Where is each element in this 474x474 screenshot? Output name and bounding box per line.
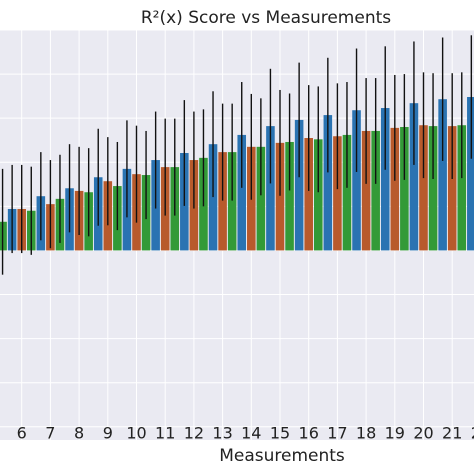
bar: [208, 144, 218, 251]
x-tick-label: 14: [241, 424, 261, 443]
bar: [333, 136, 342, 251]
bar: [438, 99, 447, 251]
bar: [323, 115, 333, 251]
bar: [352, 110, 361, 251]
x-axis-label: Measurements: [219, 446, 345, 466]
bar: [467, 97, 474, 251]
bar: [409, 103, 419, 251]
bar: [227, 152, 237, 251]
x-tick-label: 15: [270, 424, 290, 443]
x-tick-label: 6: [17, 424, 27, 443]
x-tick-label: 11: [155, 424, 175, 443]
bar: [0, 221, 7, 251]
x-tick-label: 12: [184, 424, 204, 443]
x-tick-label: 10: [126, 424, 146, 443]
x-tick-label: 7: [45, 424, 55, 443]
bar: [294, 119, 304, 251]
bar: [400, 126, 409, 251]
x-tick-label: 20: [413, 424, 433, 443]
chart-title: R²(x) Score vs Measurements: [141, 8, 391, 28]
x-tick-label: 17: [327, 424, 347, 443]
bar: [285, 141, 294, 251]
x-tick-label: 21: [442, 424, 462, 443]
x-tick-label: 22: [471, 424, 474, 443]
x-tick-label: 16: [299, 424, 319, 443]
bar: [313, 139, 323, 251]
x-tick-label: 13: [212, 424, 232, 443]
bar: [390, 127, 400, 251]
bar: [428, 126, 438, 251]
bar: [218, 152, 227, 251]
bar: [361, 130, 371, 251]
bar: [457, 125, 467, 251]
bar: [237, 134, 247, 251]
bar: [256, 146, 266, 251]
x-tick-label: 19: [385, 424, 405, 443]
bar: [380, 108, 390, 251]
x-tick-label: 9: [103, 424, 113, 443]
bar: [447, 126, 457, 251]
bar: [419, 125, 428, 251]
bar: [371, 130, 380, 251]
x-tick-label: 18: [356, 424, 376, 443]
bar: [275, 142, 285, 251]
bar: [304, 138, 313, 251]
x-tick-label: 8: [74, 424, 84, 443]
bar: [342, 134, 352, 251]
bar: [266, 126, 275, 251]
